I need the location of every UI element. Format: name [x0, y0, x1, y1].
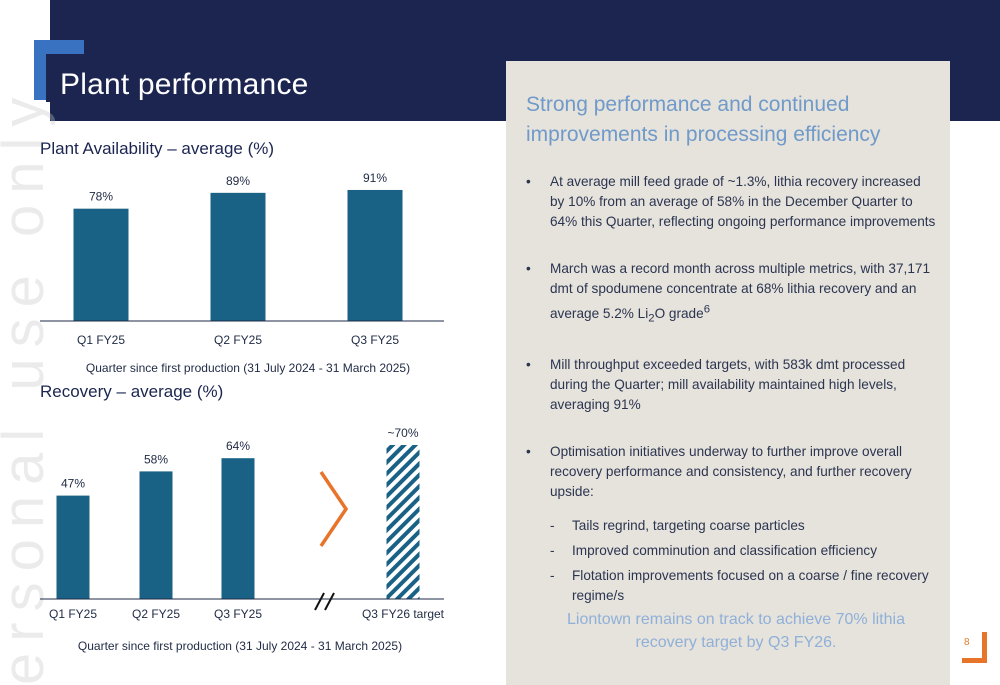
- recovery-target-bar: [386, 445, 420, 599]
- recovery-bar: [56, 495, 90, 599]
- availability-data-label: 89%: [226, 174, 250, 188]
- recovery-tick-label: Q1 FY25: [49, 607, 97, 621]
- recovery-chart: 47% Q1 FY25 58% Q2 FY25 64% Q3 FY25 ~70% Q3 FY2…: [40, 426, 445, 653]
- recovery-tick-label: Q2 FY25: [132, 607, 180, 621]
- bullet-recovery: At average mill feed grade of ~1.3%, lit…: [526, 172, 938, 232]
- bullet-list: At average mill feed grade of ~1.3%, lit…: [526, 172, 938, 633]
- sub-bullet-list: Tails regrind, targeting coarse particle…: [550, 516, 938, 606]
- availability-data-label: 78%: [89, 190, 113, 204]
- recovery-data-label: ~70%: [387, 426, 418, 440]
- conclusion-text: Liontown remains on track to achieve 70%…: [567, 611, 905, 651]
- availability-bar: [73, 208, 129, 321]
- availability-bar: [347, 189, 403, 321]
- recovery-tick-label: Q3 FY25: [214, 607, 262, 621]
- bullet-optimisation: Optimisation initiatives underway to fur…: [526, 442, 938, 606]
- axis-break-mark: [314, 592, 325, 611]
- bullet-record-month: March was a record month across multiple…: [526, 259, 938, 328]
- availability-tick-label: Q1 FY25: [77, 333, 125, 347]
- sub-bullet-flotation: Flotation improvements focused on a coar…: [550, 566, 938, 606]
- sub-bullet-tails: Tails regrind, targeting coarse particle…: [550, 516, 938, 536]
- bullet-throughput: Mill throughput exceeded targets, with 5…: [526, 355, 938, 415]
- sub-bullet-comminution: Improved comminution and classification …: [550, 541, 938, 561]
- axis-break-mark: [324, 592, 335, 611]
- availability-tick-label: Q2 FY25: [214, 333, 262, 347]
- availability-data-label: 91%: [363, 171, 387, 185]
- availability-chart: 78% Q1 FY25 89% Q2 FY25 91% Q3 FY25 Quarter si…: [40, 171, 444, 375]
- availability-bar: [210, 192, 266, 321]
- availability-tick-label: Q3 FY25: [351, 333, 399, 347]
- page-title: Plant performance: [60, 68, 309, 101]
- recovery-bar: [139, 471, 173, 599]
- availability-x-axis-label: Quarter since first production (31 July …: [86, 361, 410, 375]
- corner-bracket: [962, 632, 987, 663]
- progression-arrow-icon: [319, 471, 349, 547]
- availability-chart-title: Plant Availability – average (%): [40, 139, 275, 158]
- recovery-data-label: 47%: [61, 477, 85, 491]
- recovery-tick-label: Q3 FY26 target: [362, 607, 445, 621]
- title-accent-inner: [46, 54, 86, 102]
- page-number: 8: [964, 637, 970, 648]
- recovery-data-label: 64%: [226, 439, 250, 453]
- recovery-x-axis-label: Quarter since first production (31 July …: [78, 639, 402, 653]
- recovery-chart-title: Recovery – average (%): [40, 382, 224, 401]
- panel-heading: Strong performance and continued improve…: [526, 93, 881, 146]
- bullet-optimisation-text: Optimisation initiatives underway to fur…: [550, 444, 912, 500]
- recovery-bar: [221, 458, 255, 599]
- recovery-data-label: 58%: [144, 452, 168, 466]
- bullet-record-month-text: March was a record month across multiple…: [550, 261, 931, 325]
